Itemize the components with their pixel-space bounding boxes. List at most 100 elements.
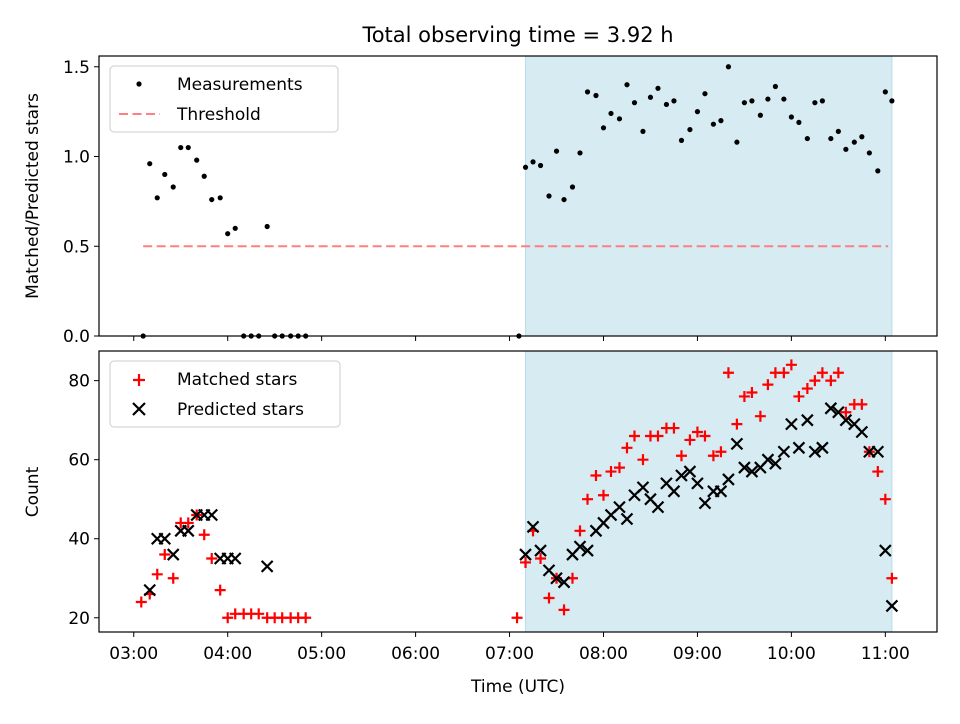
measurement-point xyxy=(702,91,708,97)
measurement-point xyxy=(577,150,583,156)
panel-ratio-frame xyxy=(98,55,938,337)
x-axis: 03:00 04:00 05:00 06:00 07:00 08:00 09:00 10:00… xyxy=(109,632,910,664)
x-tick-label: 07:00 xyxy=(485,644,534,664)
matched-star-point xyxy=(159,549,171,561)
panel-ratio-x-ticks xyxy=(133,336,886,341)
legend-measurements-label: Measurements xyxy=(177,75,303,95)
matched-star-point xyxy=(809,375,821,387)
matched-star-point xyxy=(182,517,194,529)
predicted-star-point xyxy=(636,481,650,494)
predicted-star-point xyxy=(885,599,899,613)
measurement-point xyxy=(616,116,623,122)
predicted-star-point xyxy=(730,437,744,451)
predicted-star-point xyxy=(557,575,571,589)
measurement-point xyxy=(772,83,779,90)
measurement-point xyxy=(678,137,685,143)
measurement-point xyxy=(765,96,771,102)
chart-title: Total observing time = 3.92 h xyxy=(361,23,673,47)
measurement-point xyxy=(835,128,841,134)
matched-star-point xyxy=(628,430,640,442)
predicted-star-point xyxy=(761,453,775,466)
predicted-star-point xyxy=(205,508,219,522)
predicted-star-point xyxy=(769,457,782,470)
matched-star-point xyxy=(253,608,265,620)
measurement-points xyxy=(140,64,895,339)
predicted-star-point xyxy=(698,496,712,510)
predicted-star-point xyxy=(573,540,587,553)
predicted-star-point xyxy=(808,445,822,459)
measurement-point xyxy=(561,196,567,203)
predicted-star-point xyxy=(777,445,791,459)
predicted-star-point xyxy=(792,441,806,455)
predicted-star-point xyxy=(519,548,532,561)
measurement-point xyxy=(640,128,646,134)
matched-star-point xyxy=(613,462,625,474)
panel-ratio-y-tick-label: 1.5 xyxy=(63,58,90,78)
predicted-star-point xyxy=(816,441,829,455)
measurement-point xyxy=(217,195,223,201)
matched-star-point xyxy=(707,450,719,462)
measurement-point xyxy=(655,85,661,91)
matched-star-point xyxy=(691,426,703,438)
panel-count-shaded-region xyxy=(525,350,893,633)
measurement-point xyxy=(209,196,215,203)
matched-star-point xyxy=(668,422,680,434)
measurement-point xyxy=(553,148,560,154)
matched-star-point xyxy=(590,469,602,481)
predicted-star-point xyxy=(158,532,172,546)
matched-star-point xyxy=(652,430,664,442)
matched-star-point xyxy=(886,572,898,584)
predicted-star-point xyxy=(613,500,626,514)
matched-star-point xyxy=(879,493,891,505)
legend-predicted-marker xyxy=(132,402,146,416)
measurement-point xyxy=(757,112,763,118)
measurement-point xyxy=(866,150,872,156)
matched-star-point xyxy=(597,489,609,501)
measurement-point xyxy=(593,92,599,99)
matched-star-point xyxy=(558,604,570,616)
matched-star-point xyxy=(816,367,828,379)
measurement-point xyxy=(569,184,576,190)
predicted-star-point xyxy=(722,473,735,486)
panel-count-frame xyxy=(98,350,938,633)
measurement-point xyxy=(600,125,607,131)
matched-star-point xyxy=(722,367,734,379)
matched-star-point xyxy=(762,379,774,391)
predicted-star-point xyxy=(745,465,759,478)
matched-star-point xyxy=(637,454,649,466)
matched-star-point xyxy=(520,556,532,568)
predicted-star-point xyxy=(824,402,838,415)
matched-star-point xyxy=(856,398,868,410)
measurement-point xyxy=(631,100,638,106)
matched-star-point xyxy=(746,386,758,398)
x-tick-label: 09:00 xyxy=(673,644,722,664)
predicted-star-point xyxy=(526,520,540,534)
predicted-star-point xyxy=(550,571,563,585)
measurement-point xyxy=(530,159,536,165)
panel-count-y-label: Count xyxy=(23,466,43,517)
matched-star-point xyxy=(222,612,234,624)
predicted-star-point xyxy=(855,425,869,439)
panel-ratio-y-tick-label: 0.5 xyxy=(63,237,90,257)
matched-star-point xyxy=(785,359,797,371)
predicted-star-point xyxy=(879,544,892,557)
predicted-star-point xyxy=(714,485,728,498)
matched-star-point xyxy=(738,390,750,402)
measurement-point xyxy=(647,94,654,100)
panel-ratio-y-label: Matched/Predicted stars xyxy=(23,93,43,299)
matched-star-point xyxy=(214,584,226,596)
matched-star-point xyxy=(206,552,218,564)
matched-star-point xyxy=(151,568,163,580)
measurement-point xyxy=(741,100,748,106)
measurement-point xyxy=(812,100,818,106)
measurement-point xyxy=(694,109,701,115)
matched-star-point xyxy=(621,442,633,454)
panel-ratio-y-tick-label: 0.0 xyxy=(63,327,90,347)
measurement-point xyxy=(710,121,717,127)
predicted-star-point xyxy=(260,560,274,573)
matched-star-point xyxy=(675,450,687,462)
matched-star-point xyxy=(605,466,617,478)
matched-star-point xyxy=(543,592,555,604)
x-tick-label: 04:00 xyxy=(203,644,252,664)
